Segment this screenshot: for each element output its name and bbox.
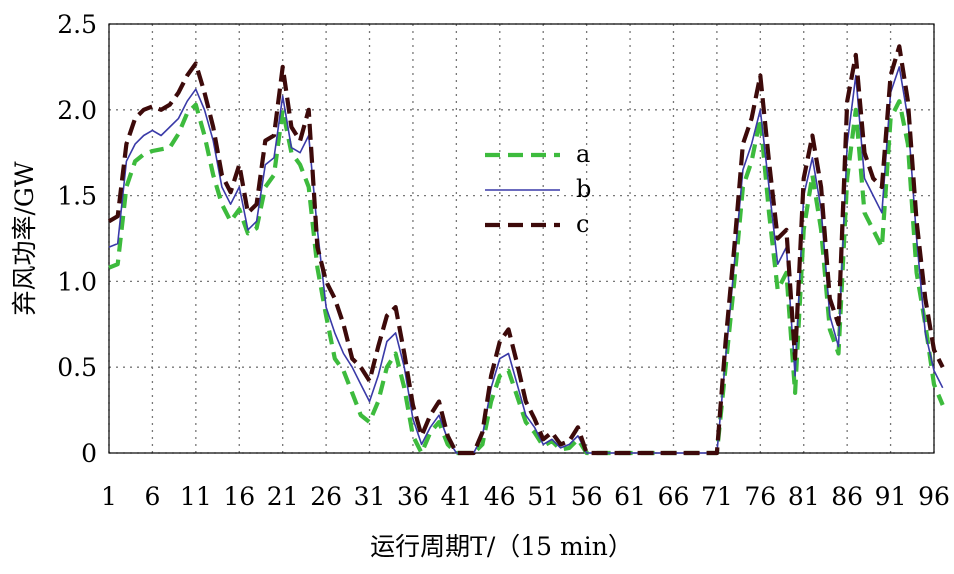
legend-label-b: b: [576, 175, 591, 203]
grid: [108, 23, 935, 454]
legend-label-c: c: [576, 210, 589, 238]
x-tick-label: 36: [397, 482, 429, 511]
series-line-c: [107, 44, 945, 456]
y-tick-label: 2.5: [57, 10, 97, 39]
y-tick-label: 1.0: [57, 267, 97, 296]
x-tick-label: 11: [180, 482, 212, 511]
x-tick-label: 61: [614, 482, 646, 511]
plot-frame: [108, 23, 935, 454]
y-axis: 0 0.5 1.0 1.5 2.0 2.5: [57, 10, 97, 468]
y-tick-label: 1.5: [57, 182, 97, 211]
x-tick-label: 51: [527, 482, 559, 511]
x-axis-title: 运行周期T/（15 min）: [370, 532, 633, 561]
legend: abc: [485, 140, 591, 238]
x-tick-label: 71: [701, 482, 733, 511]
y-tick-label: 0: [81, 439, 97, 468]
y-tick-label: 2.0: [57, 96, 97, 125]
x-tick-label: 56: [571, 482, 603, 511]
x-tick-label: 21: [267, 482, 299, 511]
x-tick-label: 26: [310, 482, 342, 511]
x-tick-label: 91: [875, 482, 907, 511]
x-tick-label: 46: [484, 482, 516, 511]
x-tick-label: 41: [440, 482, 472, 511]
series-layer: [107, 44, 945, 456]
x-axis: 1 6 11 16 21 26 31 36 41 46 51 56 61 66 71 76 81 86 91 96: [101, 482, 950, 511]
x-tick-label: 76: [744, 482, 776, 511]
y-axis-title: 弃风功率/GW: [10, 161, 39, 315]
x-tick-label: 66: [658, 482, 690, 511]
y-tick-label: 0.5: [57, 353, 97, 382]
x-tick-label: 31: [354, 482, 386, 511]
x-tick-label: 16: [223, 482, 255, 511]
x-tick-label: 96: [918, 482, 950, 511]
series-line-a: [108, 99, 945, 456]
x-tick-label: 1: [101, 482, 117, 511]
x-tick-label: 6: [144, 482, 160, 511]
x-tick-label: 81: [788, 482, 820, 511]
legend-label-a: a: [576, 140, 590, 168]
x-tick-label: 86: [831, 482, 863, 511]
